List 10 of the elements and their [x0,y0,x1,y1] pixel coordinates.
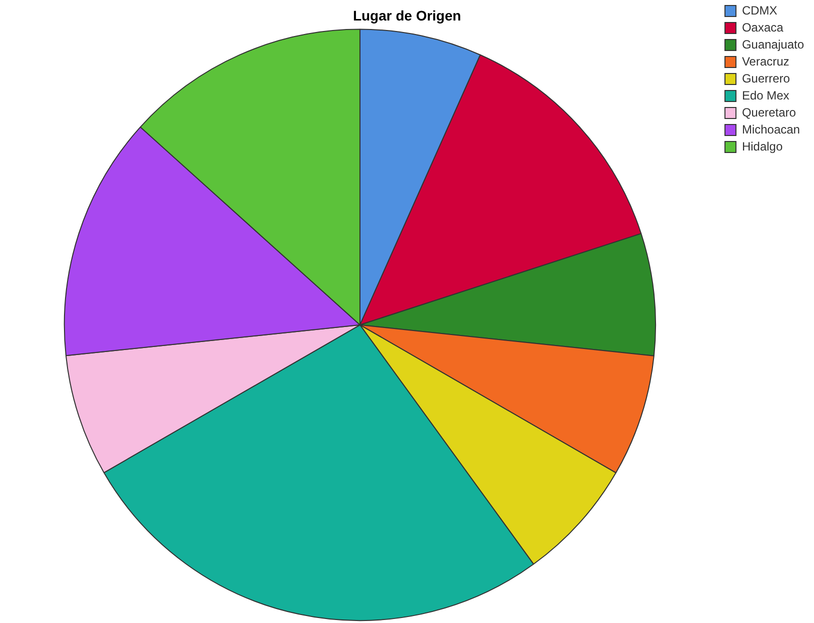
legend-label: Guanajuato [742,37,804,52]
legend-label: Queretaro [742,105,796,120]
legend-label: Veracruz [742,54,790,68]
chart-title: Lugar de Origen [352,7,462,24]
legend-label: Edo Mex [742,88,790,102]
legend-label: Hidalgo [742,139,783,154]
legend-label: Michoacan [742,122,800,136]
legend-label: Oaxaca [742,20,784,34]
legend-label: CDMX [742,3,778,18]
legend-label: Guerrero [742,71,790,86]
